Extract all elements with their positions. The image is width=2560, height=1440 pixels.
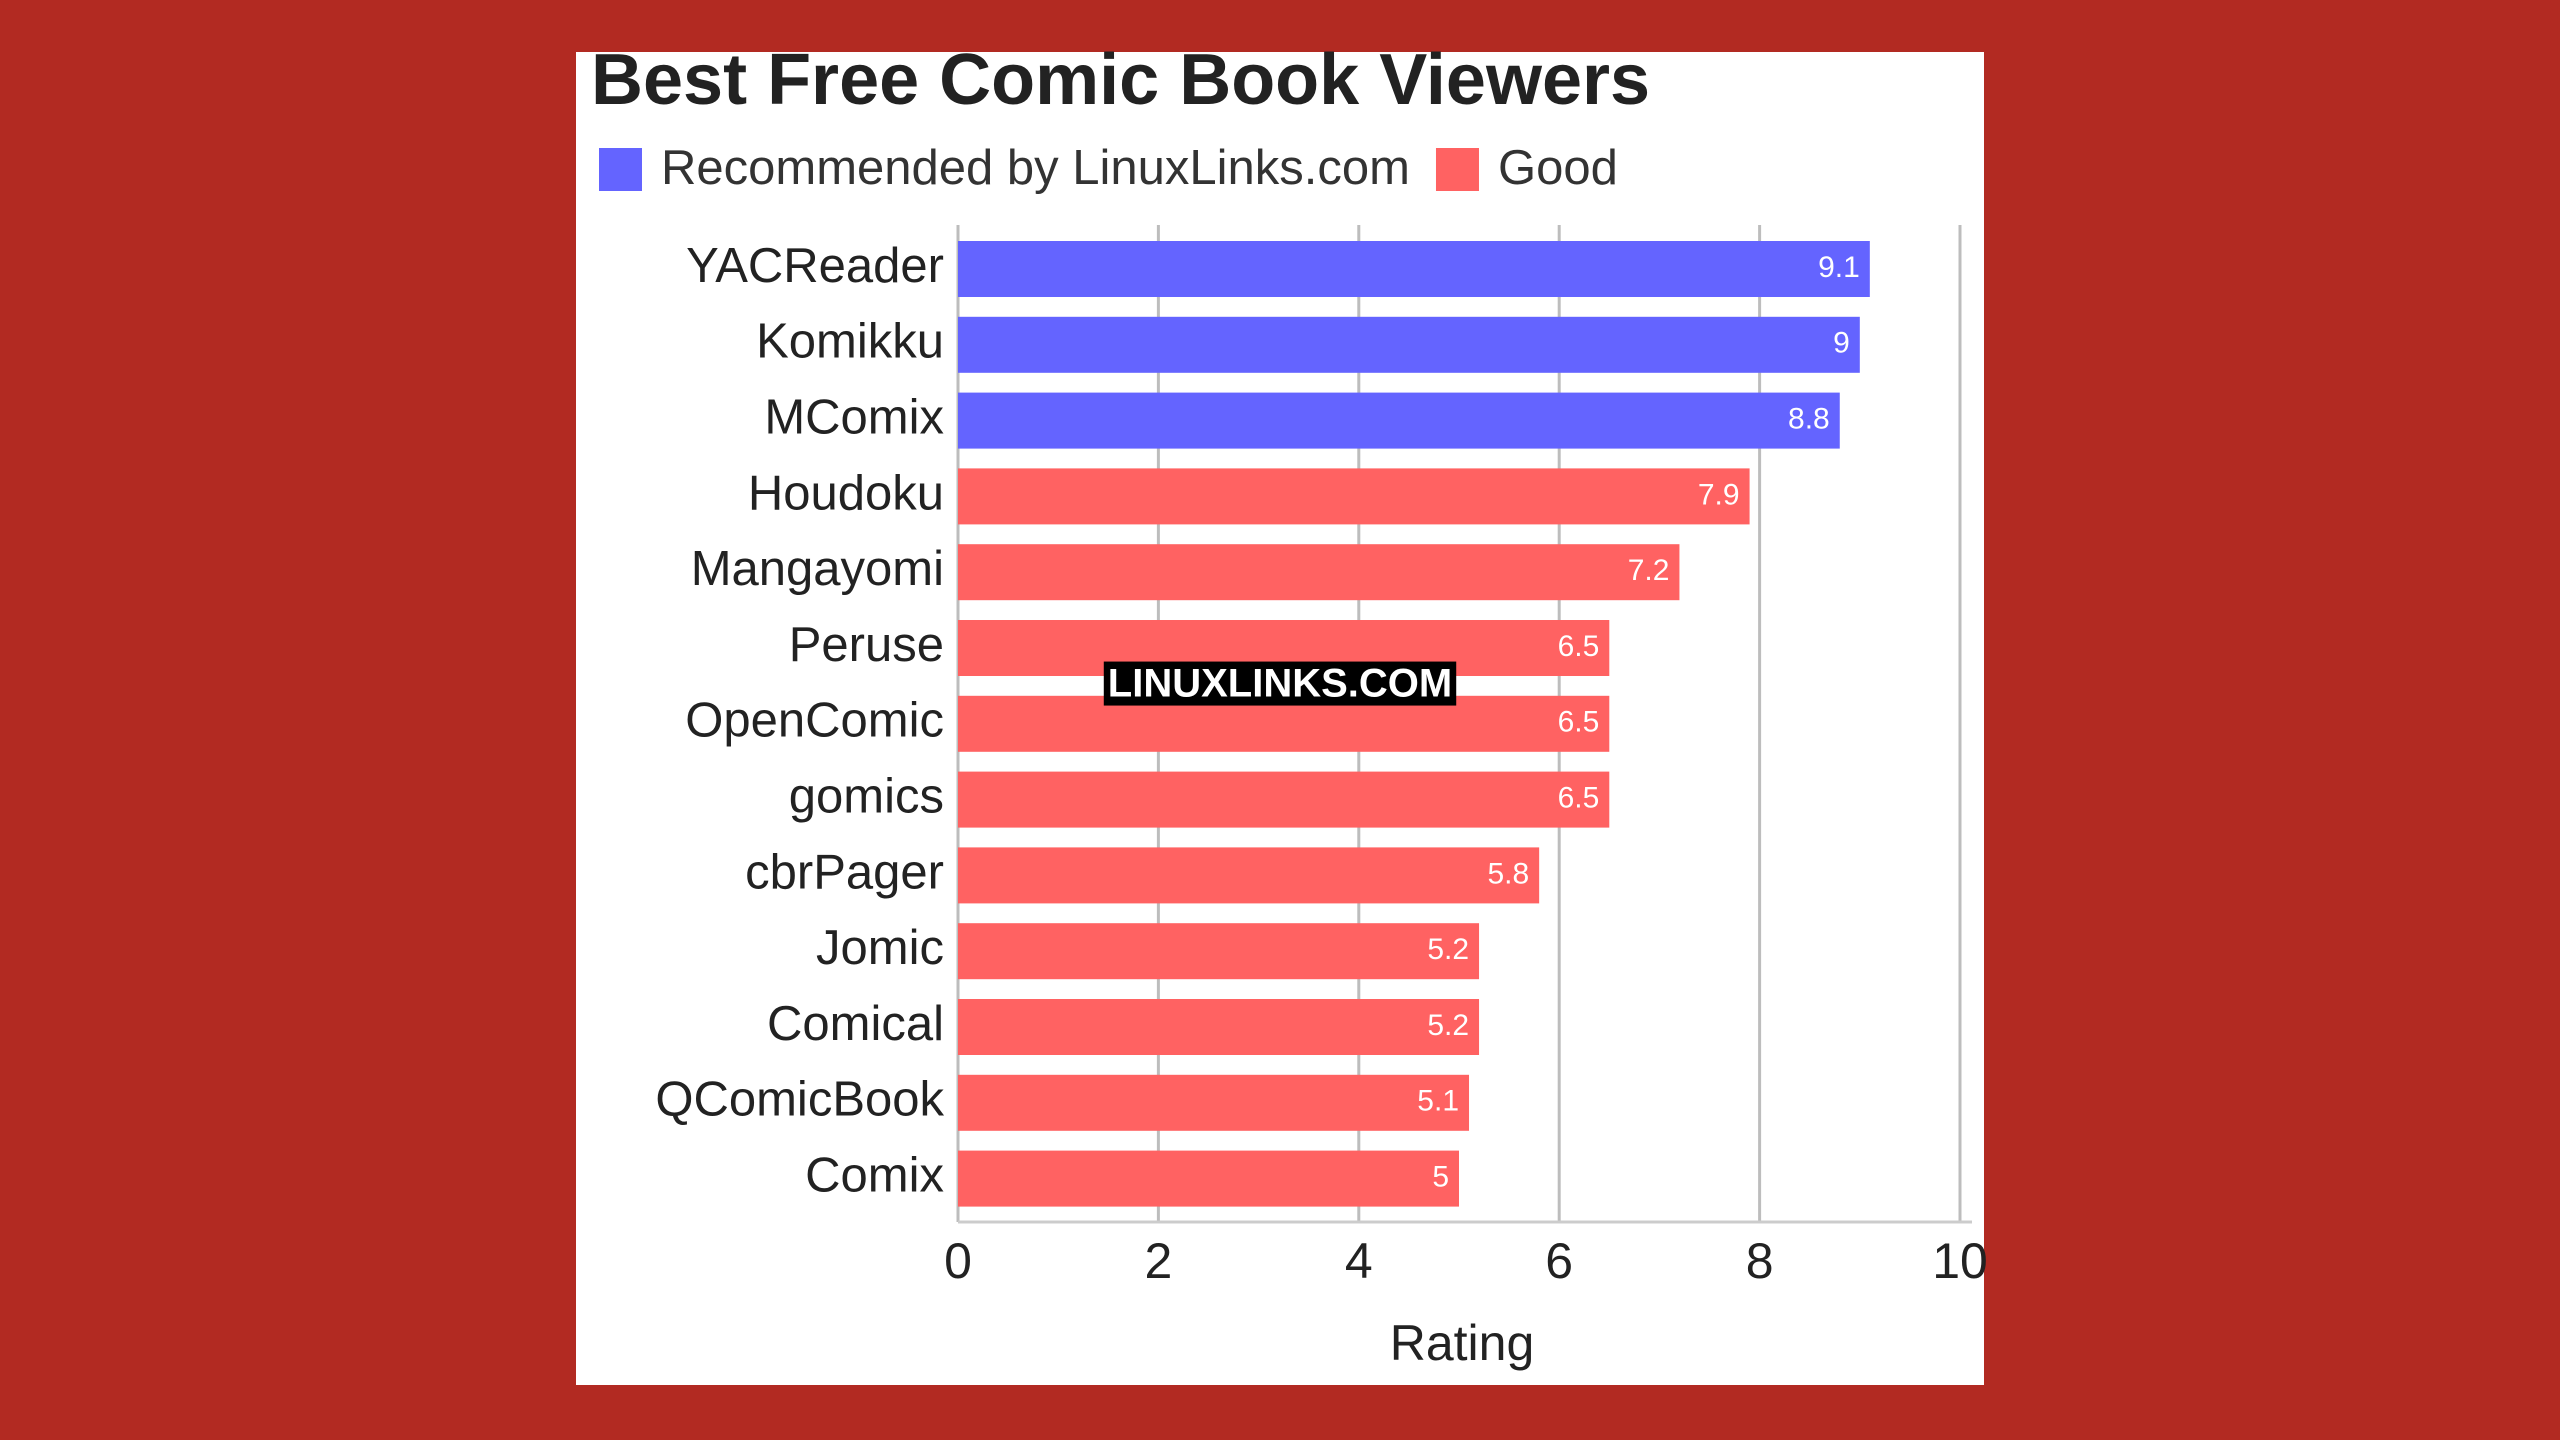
chart-title: Best Free Comic Book Viewers: [591, 40, 1650, 120]
x-tick-label: 8: [1746, 1233, 1774, 1289]
bar-value-label: 5.2: [1427, 933, 1469, 966]
bar: [958, 468, 1750, 525]
y-tick-label: Houdoku: [748, 466, 944, 520]
y-tick-label: YACReader: [686, 239, 944, 293]
bar: [958, 923, 1480, 980]
bar-value-label: 9.1: [1818, 251, 1860, 284]
legend-swatch: [599, 148, 642, 191]
bar: [958, 771, 1610, 828]
y-tick-label: cbrPager: [745, 845, 944, 899]
bar-value-label: 5.2: [1427, 1009, 1469, 1042]
x-axis-title: Rating: [1390, 1315, 1535, 1371]
bar: [958, 544, 1680, 601]
bar: [958, 241, 1870, 297]
bar: [958, 1150, 1459, 1207]
y-tick-label: Comix: [805, 1149, 944, 1203]
legend-swatch: [1435, 148, 1479, 191]
bar-value-label: 5: [1432, 1161, 1449, 1194]
y-tick-label: Peruse: [789, 618, 944, 672]
bar-value-label: 6.5: [1558, 782, 1600, 815]
y-tick-label: gomics: [789, 770, 944, 824]
bar-value-label: 6.5: [1558, 630, 1600, 663]
y-tick-label: QComicBook: [655, 1073, 944, 1127]
legend-label: Good: [1498, 141, 1618, 195]
y-tick-label: Mangayomi: [691, 542, 944, 596]
watermark: LINUXLINKS.COM: [1108, 662, 1452, 706]
watermark-background: [1103, 661, 1457, 706]
bar-value-label: 5.1: [1417, 1085, 1459, 1118]
x-tick-label: 2: [1144, 1233, 1172, 1289]
x-tick-label: 10: [1932, 1233, 1988, 1289]
bar: [958, 316, 1860, 373]
y-tick-label: Comical: [767, 997, 944, 1051]
bar-value-label: 8.8: [1788, 403, 1830, 436]
bar-value-label: 6.5: [1558, 706, 1600, 739]
y-tick-label: Komikku: [756, 315, 944, 369]
bar-value-label: 9: [1833, 327, 1850, 360]
y-tick-label: OpenComic: [685, 694, 944, 748]
bar-value-label: 5.8: [1487, 857, 1529, 890]
legend-label: Recommended by LinuxLinks.com: [661, 141, 1410, 195]
y-tick-label: Jomic: [816, 921, 944, 975]
bar-value-label: 7.2: [1628, 554, 1670, 587]
bar: [958, 392, 1840, 449]
bar: [958, 999, 1480, 1055]
x-tick-label: 4: [1345, 1233, 1373, 1289]
bar: [958, 1074, 1470, 1131]
bar: [958, 847, 1540, 904]
x-tick-label: 0: [944, 1233, 972, 1289]
bar-value-label: 7.9: [1698, 478, 1740, 511]
y-tick-label: MComix: [764, 391, 944, 445]
x-tick-label: 6: [1545, 1233, 1573, 1289]
